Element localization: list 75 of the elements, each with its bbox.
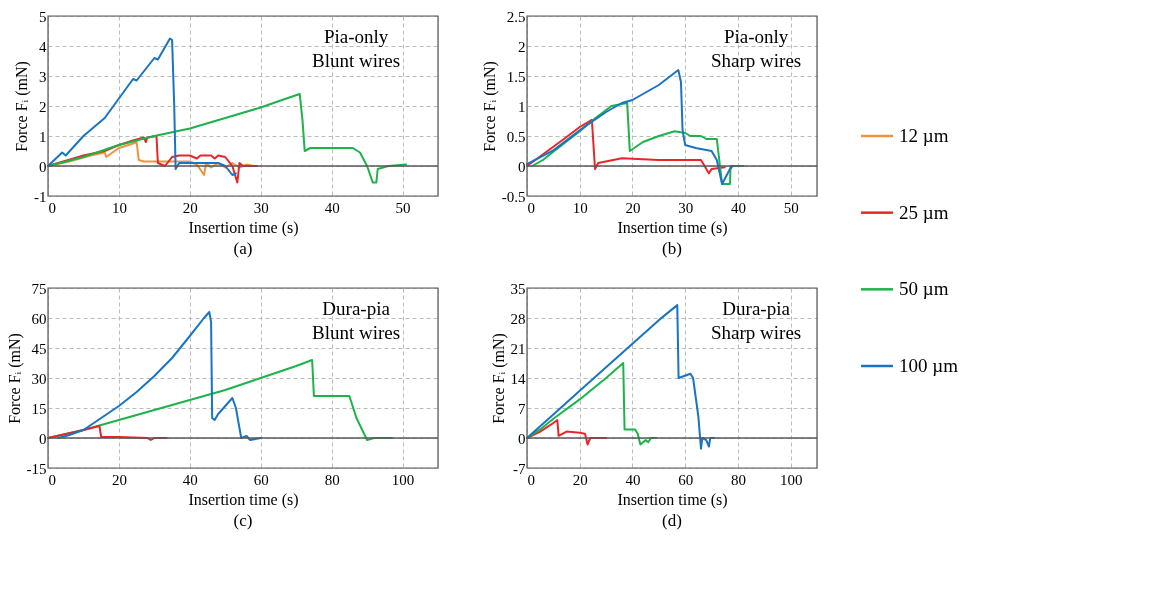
y-tick-label: 45 — [31, 340, 47, 357]
y-tick-label: 15 — [31, 400, 47, 417]
x-tick-label: 40 — [730, 199, 746, 216]
y-tick-label: 30 — [31, 370, 47, 387]
y-tick-label: 60 — [31, 310, 47, 327]
line-series — [526, 69, 734, 185]
x-tick-label: 20 — [111, 471, 127, 488]
y-axis-title: Force Fᵢ (mN) — [489, 333, 508, 424]
y-tick-label: 1.5 — [506, 68, 526, 85]
y-tick-label: 7 — [518, 400, 526, 417]
y-tick-label: 1 — [39, 128, 47, 145]
x-axis-title: Insertion time (s) — [617, 218, 728, 237]
line-series — [526, 118, 726, 175]
y-tick-label: -1 — [34, 188, 47, 205]
x-tick-label: 40 — [182, 471, 198, 488]
y-tick-label: 0 — [518, 158, 526, 175]
annotation: Dura-pia — [722, 298, 791, 319]
legend-label: 25 µm — [899, 201, 949, 223]
y-tick-label: 28 — [510, 310, 526, 327]
legend-label: 12 µm — [899, 125, 949, 146]
x-tick-label: 20 — [625, 199, 641, 216]
x-tick-label: 50 — [783, 199, 799, 216]
y-tick-label: 0 — [518, 430, 526, 447]
x-axis-title: Insertion time (s) — [617, 490, 728, 509]
annotation: Blunt wires — [312, 50, 401, 71]
y-tick-label: 35 — [510, 280, 526, 297]
y-tick-label: 21 — [510, 340, 526, 357]
x-tick-label: 80 — [730, 471, 746, 488]
x-tick-label: 40 — [324, 199, 340, 216]
x-tick-label: 100 — [779, 471, 803, 488]
text: (b) — [662, 239, 682, 258]
y-tick-label: 4 — [39, 38, 47, 55]
y-axis-title: Force Fᵢ (mN) — [5, 333, 24, 424]
annotation: Sharp wires — [710, 322, 802, 343]
annotation: Dura-pia — [322, 298, 391, 319]
x-tick-label: 20 — [572, 471, 588, 488]
legend-label: 100 µm — [899, 355, 959, 376]
legend-label: 50 µm — [899, 278, 949, 300]
x-tick-label: 40 — [625, 471, 641, 488]
text: (a) — [233, 239, 253, 258]
y-tick-label: 0 — [39, 158, 47, 175]
text: (d) — [662, 511, 682, 530]
x-tick-label: 80 — [324, 471, 340, 488]
y-tick-label: 3 — [39, 68, 47, 85]
y-tick-label: 5 — [39, 8, 47, 25]
y-tick-label: 0 — [39, 430, 47, 447]
line-series — [47, 37, 237, 176]
y-axis-title: Force Fᵢ (mN) — [13, 61, 31, 152]
x-axis-title: Insertion time (s) — [188, 218, 299, 237]
y-tick-label: 1 — [518, 98, 526, 115]
x-axis-title: Insertion time (s) — [188, 490, 299, 509]
y-tick-label: 2 — [39, 98, 47, 115]
x-tick-label: 60 — [253, 471, 269, 488]
x-tick-label: 10 — [111, 199, 127, 216]
y-tick-label: 14 — [510, 370, 526, 387]
y-tick-label: 75 — [31, 280, 47, 297]
x-tick-label: 60 — [678, 471, 694, 488]
y-tick-label: -7 — [513, 460, 526, 477]
annotation: Pia-only — [323, 26, 389, 47]
y-tick-label: 2.5 — [506, 8, 526, 25]
y-tick-label: 2 — [518, 38, 526, 55]
y-tick-label: -0.5 — [501, 188, 526, 205]
annotation: Blunt wires — [312, 322, 401, 343]
x-tick-label: 100 — [391, 471, 415, 488]
annotation: Sharp wires — [710, 50, 802, 71]
x-tick-label: 30 — [678, 199, 694, 216]
y-tick-label: -15 — [26, 460, 47, 477]
x-tick-label: 20 — [182, 199, 198, 216]
x-tick-label: 10 — [572, 199, 588, 216]
y-axis-title: Force Fᵢ (mN) — [480, 61, 499, 152]
y-tick-label: 0.5 — [506, 128, 526, 145]
annotation: Pia-only — [723, 26, 789, 47]
x-tick-label: 50 — [395, 199, 411, 216]
x-tick-label: 30 — [253, 199, 269, 216]
text: (c) — [233, 511, 253, 530]
